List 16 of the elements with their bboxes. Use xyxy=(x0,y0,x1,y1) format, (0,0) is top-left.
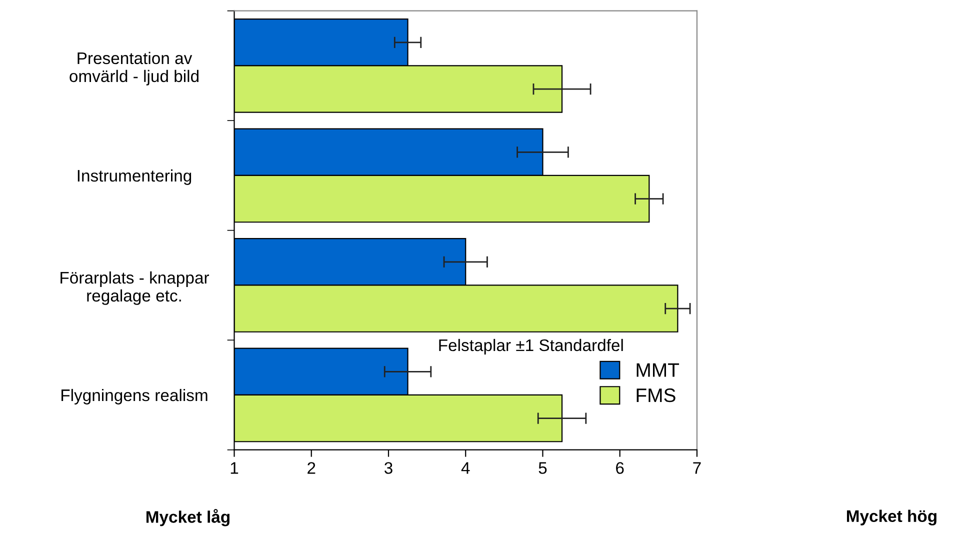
x-tick-label: 4 xyxy=(461,462,470,474)
y-tick-label: Presentation av omvärld - ljud bild xyxy=(70,52,198,86)
annotation: Felstaplar ±1 Standardfel xyxy=(439,338,623,354)
x-tick-label: 7 xyxy=(693,462,701,474)
legend-label: FMS xyxy=(636,388,676,402)
y-tick-label: Flygningens realism xyxy=(62,388,208,404)
text: Mycket hög xyxy=(846,510,936,526)
x-tick-label: 1 xyxy=(230,462,238,474)
text: Mycket låg xyxy=(146,508,230,526)
y-tick-label: Förarplats - knappar regalage etc. xyxy=(60,271,210,305)
x-tick-label: 6 xyxy=(616,462,624,474)
legend-label: MMT xyxy=(636,363,680,377)
x-tick-label: 5 xyxy=(538,462,547,474)
y-tick-label: Instrumentering xyxy=(78,169,192,185)
x-tick-label: 3 xyxy=(384,462,392,474)
x-tick-label: 2 xyxy=(308,462,316,474)
